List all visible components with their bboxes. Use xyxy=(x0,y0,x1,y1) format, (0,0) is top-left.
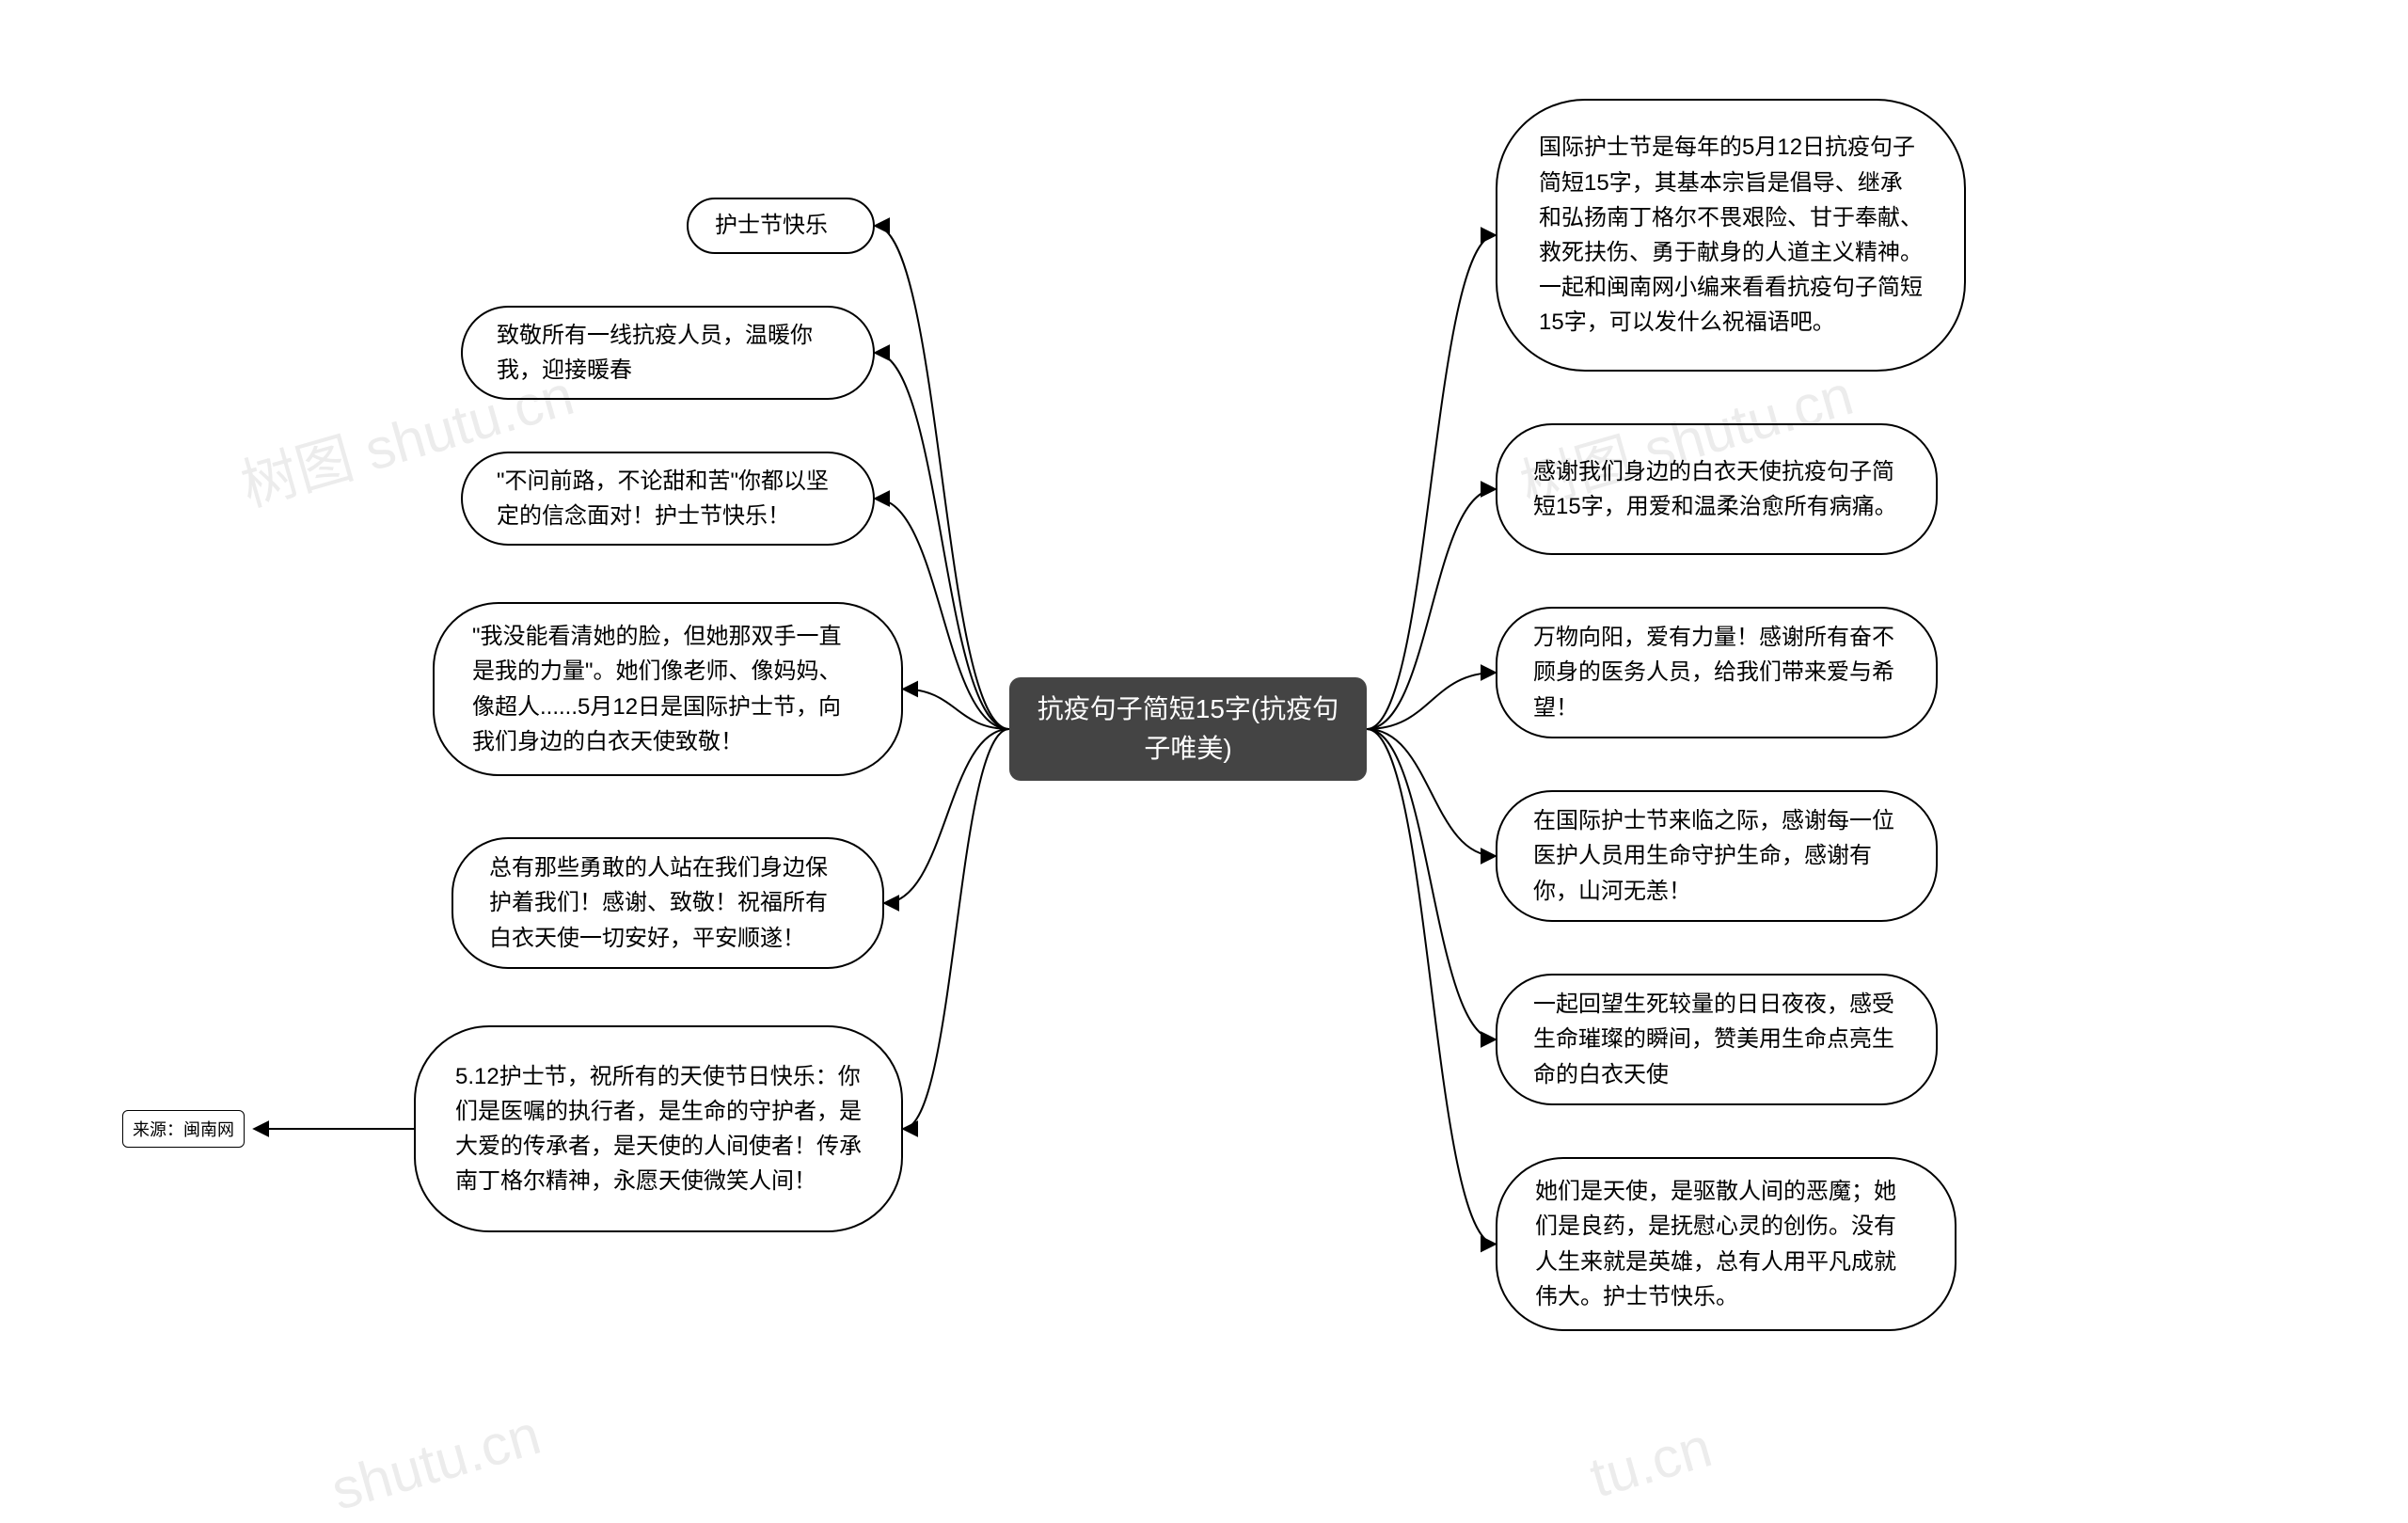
branch-l1: 护士节快乐 xyxy=(687,198,875,254)
branch-l5: 总有那些勇敢的人站在我们身边保护着我们！感谢、致敬！祝福所有白衣天使一切安好，平… xyxy=(452,837,884,969)
watermark: tu.cn xyxy=(1583,1414,1719,1510)
branch-r2: 感谢我们身边的白衣天使抗疫句子简短15字，用爱和温柔治愈所有病痛。 xyxy=(1496,423,1938,555)
branch-r1: 国际护士节是每年的5月12日抗疫句子简短15字，其基本宗旨是倡导、继承和弘扬南丁… xyxy=(1496,99,1966,372)
branch-l2: 致敬所有一线抗疫人员，温暖你我，迎接暖春 xyxy=(461,306,875,400)
branch-l4: "我没能看清她的脸，但她那双手一直是我的力量"。她们像老师、像妈妈、像超人...… xyxy=(433,602,903,776)
branch-l6: 5.12护士节，祝所有的天使节日快乐：你们是医嘱的执行者，是生命的守护者，是大爱… xyxy=(414,1025,903,1232)
branch-r4: 在国际护士节来临之际，感谢每一位医护人员用生命守护生命，感谢有你，山河无恙！ xyxy=(1496,790,1938,922)
branch-r3: 万物向阳，爱有力量！感谢所有奋不顾身的医务人员，给我们带来爱与希望！ xyxy=(1496,607,1938,738)
watermark: shutu.cn xyxy=(325,1402,547,1523)
source-box: 来源：闽南网 xyxy=(122,1110,245,1148)
branch-l3: "不问前路，不论甜和苦"你都以坚定的信念面对！护士节快乐！ xyxy=(461,452,875,546)
center-node: 抗疫句子简短15字(抗疫句子唯美) xyxy=(1009,677,1367,781)
branch-r6: 她们是天使，是驱散人间的恶魔；她们是良药，是抚慰心灵的创伤。没有人生来就是英雄，… xyxy=(1496,1157,1956,1331)
branch-r5: 一起回望生死较量的日日夜夜，感受生命璀璨的瞬间，赞美用生命点亮生命的白衣天使 xyxy=(1496,974,1938,1105)
